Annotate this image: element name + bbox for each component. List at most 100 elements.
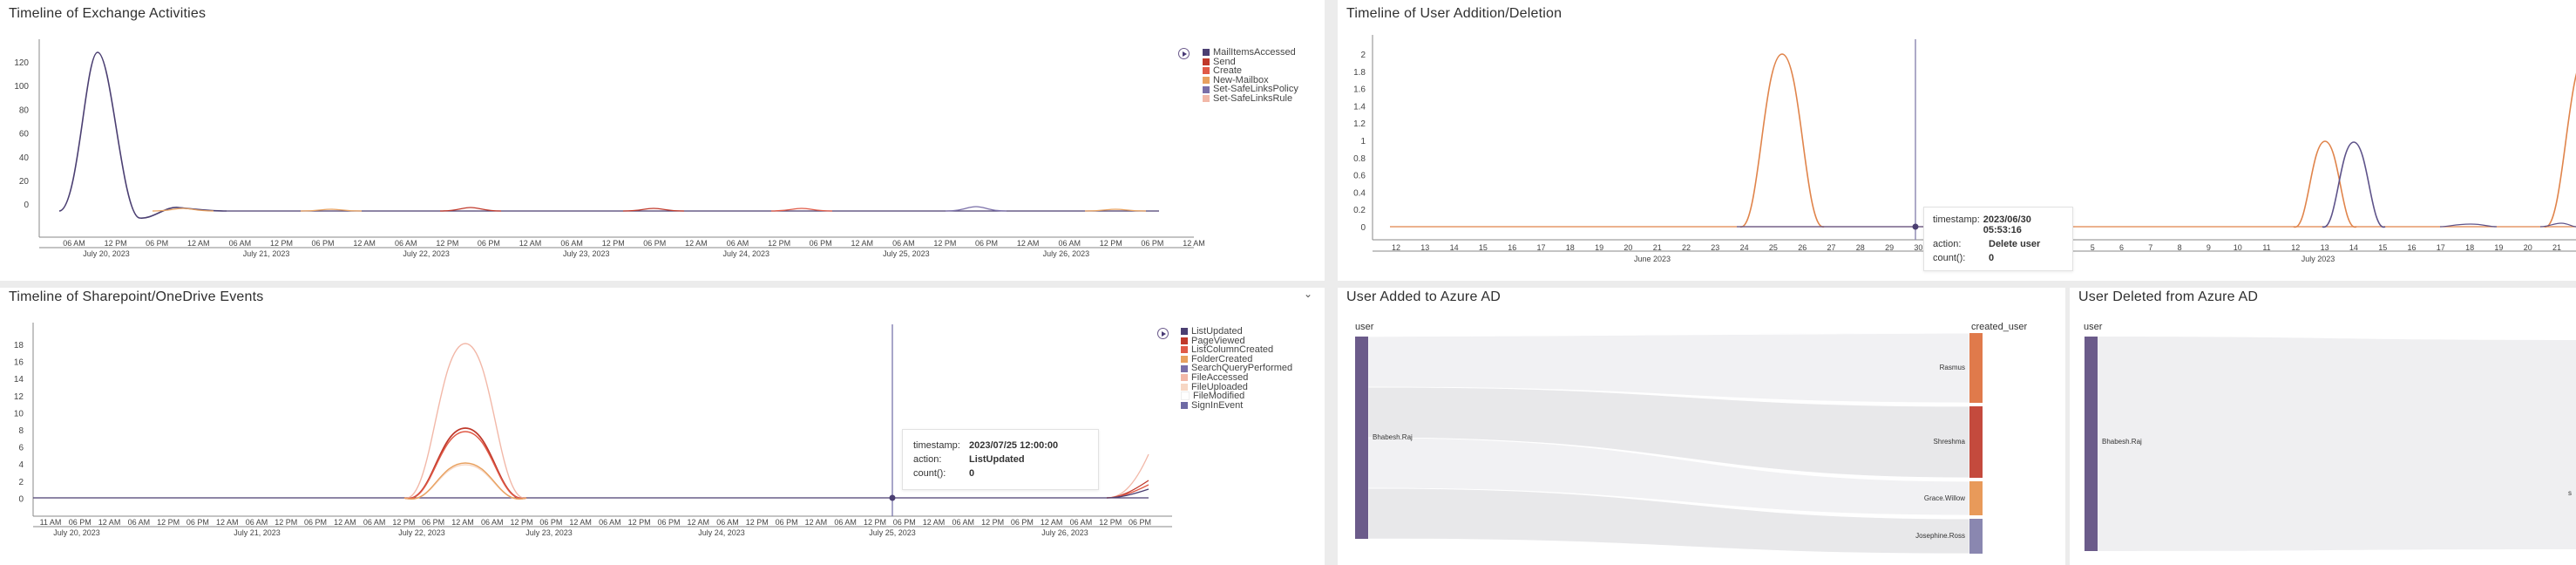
date-label: July 23, 2023	[563, 249, 610, 258]
x-tick-label: 06 PM	[69, 518, 92, 527]
series-delete-peak	[2322, 141, 2386, 228]
x-tick-label: 24	[1740, 243, 1749, 252]
legend-item[interactable]: FileAccessed	[1181, 373, 1292, 383]
legend-label: Set-SafeLinksRule	[1213, 92, 1293, 104]
legend-label: FolderCreated	[1191, 353, 1253, 364]
series-delete-bump	[2539, 222, 2576, 228]
x-tick-label: 12 PM	[864, 518, 886, 527]
x-tick-label: 12 PM	[628, 518, 651, 527]
y-tick-label: 1.2	[1353, 119, 1366, 129]
legend-item[interactable]: New-Mailbox	[1203, 75, 1298, 85]
y-tick-label: 10	[14, 409, 24, 419]
x-tick-label: 12 PM	[436, 239, 458, 248]
legend-item[interactable]: ListColumnCreated	[1181, 345, 1292, 355]
series-listcolumn	[403, 431, 527, 500]
x-tick-label: 06 PM	[422, 518, 444, 527]
x-tick-label: 12	[2291, 243, 2300, 252]
legend-item[interactable]: SearchQueryPerformed	[1181, 364, 1292, 373]
x-tick-label: 06 PM	[478, 239, 500, 248]
sankey-source-node[interactable]	[1355, 337, 1368, 539]
series-bump	[622, 208, 685, 212]
x-tick-label: 06 AM	[892, 239, 915, 248]
legend-swatch	[1203, 85, 1210, 93]
x-tick-label: 12 PM	[768, 239, 790, 248]
date-label: July 23, 2023	[525, 528, 573, 537]
sankey-target-node[interactable]	[1969, 333, 1983, 403]
x-tick-label: 06 PM	[810, 239, 832, 248]
sharepoint-timeline-title: Timeline of Sharepoint/OneDrive Events	[9, 289, 264, 304]
crosshair-point	[889, 494, 896, 501]
y-tick-label: 0	[1360, 223, 1366, 233]
y-tick-label: 0	[18, 494, 24, 504]
legend-item[interactable]: PageViewed	[1181, 335, 1292, 346]
user-timeline-panel: Timeline of User Addition/Deletion 2 1.8 1…	[1338, 0, 2576, 281]
date-label: July 22, 2023	[403, 249, 450, 258]
sankey-target-node[interactable]	[1969, 406, 1983, 478]
x-tick-label: 16	[1508, 243, 1516, 252]
y-tick-label: 0	[24, 201, 29, 210]
x-tick-label: 12 AM	[98, 518, 121, 527]
legend-label: SignInEvent	[1191, 399, 1244, 411]
y-tick-label: 80	[19, 106, 30, 115]
x-tick-label: 12	[1392, 243, 1400, 252]
x-tick-label: 12 AM	[851, 239, 874, 248]
y-tick-label: 1.4	[1353, 102, 1366, 112]
exchange-legend: MailItemsAccessed Send Create New-Mailbox Se…	[1203, 48, 1298, 104]
legend-item[interactable]: MailItemsAccessed	[1203, 48, 1298, 58]
x-tick-label: 20	[2524, 243, 2532, 252]
x-tick-label: 21	[2552, 243, 2561, 252]
x-tick-label: 14	[2349, 243, 2358, 252]
chevron-down-icon[interactable]: ⌄	[1304, 288, 1313, 300]
y-tick-label: 1.8	[1353, 68, 1366, 78]
legend-item[interactable]: Create	[1203, 66, 1298, 76]
deleted-source-node[interactable]	[2085, 337, 2098, 551]
x-tick-label: 06 AM	[1058, 239, 1081, 248]
x-tick-label: 06 AM	[716, 518, 739, 527]
month-label: July 2023	[2301, 255, 2335, 263]
legend-item[interactable]: SignInEvent	[1181, 399, 1292, 411]
legend-play-icon-2[interactable]	[1157, 328, 1169, 339]
legend-label: FileAccessed	[1191, 371, 1249, 383]
y-tick-label: 40	[19, 153, 30, 163]
x-tick-label: 12 AM	[334, 518, 356, 527]
x-tick-label: 26	[1798, 243, 1807, 252]
user-deleted-sankey	[2098, 337, 2576, 551]
legend-item[interactable]: FileUploaded	[1181, 382, 1292, 392]
series-delete-bump	[2439, 223, 2498, 228]
legend-label: ListColumnCreated	[1191, 344, 1274, 356]
legend-play-icon[interactable]	[1178, 48, 1190, 59]
sankey-target-node[interactable]	[1969, 481, 1983, 515]
legend-item[interactable]: Send	[1203, 57, 1298, 67]
x-tick-label: 13	[1420, 243, 1429, 252]
series-rise	[1106, 488, 1149, 499]
y-tick-label: 16	[14, 358, 24, 368]
series-add-peak	[2544, 72, 2576, 228]
legend-swatch	[1181, 374, 1188, 382]
x-tick-label: 12 PM	[746, 518, 769, 527]
sankey-right-header: created_user	[1971, 322, 2028, 332]
x-tick-label: 06 PM	[1129, 518, 1151, 527]
legend-item[interactable]: Set-SafeLinksRule	[1203, 94, 1298, 104]
legend-label: PageViewed	[1191, 335, 1245, 346]
y-tick-label: 4	[18, 460, 24, 470]
x-tick-label: 27	[1827, 243, 1835, 252]
date-label: July 20, 2023	[83, 249, 130, 258]
x-tick-label: 6	[2119, 243, 2124, 252]
legend-label: MailItemsAccessed	[1213, 47, 1296, 58]
legend-item[interactable]: FileModified	[1181, 391, 1292, 401]
legend-swatch	[1203, 77, 1210, 85]
x-tick-label: 5	[2091, 243, 2095, 252]
user-deleted-title: User Deleted from Azure AD	[2078, 289, 2259, 304]
x-tick-label: 06 AM	[1070, 518, 1093, 527]
x-tick-label: 12 PM	[157, 518, 180, 527]
legend-item[interactable]: Set-SafeLinksPolicy	[1203, 85, 1298, 94]
legend-item[interactable]: FolderCreated	[1181, 353, 1292, 364]
legend-item[interactable]: ListUpdated	[1181, 327, 1292, 337]
user-timeline-chart: 2 1.8 1.6 1.4 1.2 1 0.8 0.6 0.4 0.2 0 12 13 14 15 16 17 1…	[1353, 35, 2576, 263]
y-tick-label: 8	[18, 426, 24, 436]
deleted-left-header: user	[2084, 322, 2103, 332]
x-tick-label: 22	[1682, 243, 1691, 252]
sankey-target-node[interactable]	[1969, 519, 1983, 554]
x-tick-label: 06 PM	[643, 239, 666, 248]
legend-label: Create	[1213, 65, 1243, 77]
